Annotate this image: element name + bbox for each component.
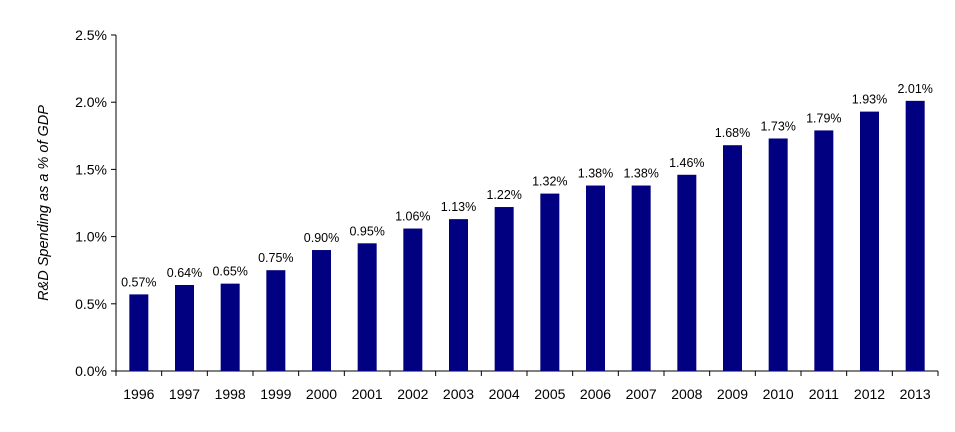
bar-value-label: 1.38% [578, 167, 613, 181]
x-tick-label: 2000 [306, 386, 337, 402]
bar [312, 250, 331, 371]
bar-value-label: 0.75% [258, 251, 293, 265]
bar-value-label: 1.79% [806, 111, 841, 125]
data-labels: 0.57% 0.64% 0.65% 0.75% 0.90% 0.95% 1.06% 1.13%… [121, 82, 933, 290]
bar [220, 283, 240, 371]
x-tick-label: 2002 [397, 386, 428, 402]
bar-value-label: 1.38% [623, 167, 658, 181]
y-tick-label: 1.5% [75, 161, 107, 177]
y-tick-label: 1.0% [75, 229, 107, 245]
y-axis-title: R&D Spending as a % of GDP [36, 105, 52, 301]
x-tick-label: 1997 [169, 386, 200, 402]
bar [723, 145, 742, 371]
bar [449, 219, 468, 371]
x-tick-label: 2008 [671, 386, 702, 402]
bar [677, 174, 697, 371]
x-tick-label: 2004 [489, 386, 520, 402]
bar-value-label: 0.65% [212, 265, 247, 279]
bar-value-label: 0.57% [121, 275, 156, 289]
bar-value-label: 1.22% [486, 188, 521, 202]
bar-value-label: 2.01% [897, 82, 932, 96]
bar [631, 185, 651, 371]
bar-value-label: 0.64% [167, 266, 202, 280]
bar [540, 193, 560, 371]
axes: 0.0% 0.5% 1.0% 1.5% 2.0% 2.5% 1996 1997 1998 1999… [75, 27, 939, 402]
x-tick-label: 2005 [534, 386, 565, 402]
x-tick-label: 1996 [123, 386, 154, 402]
bar [129, 294, 149, 371]
x-tick-label: 2010 [763, 386, 794, 402]
x-tick-label: 2009 [717, 386, 748, 402]
x-tick-label: 2006 [580, 386, 611, 402]
bar-value-label: 1.93% [852, 93, 887, 107]
bar [905, 100, 925, 371]
bar-value-label: 1.46% [669, 156, 704, 170]
bar-value-label: 1.06% [395, 210, 430, 224]
bar [768, 138, 788, 371]
bar-value-label: 1.13% [441, 200, 476, 214]
bar-value-label: 1.73% [760, 119, 795, 133]
bar [494, 207, 514, 371]
bar-value-label: 0.95% [349, 224, 384, 238]
y-tick-label: 2.0% [75, 94, 107, 110]
bar [860, 111, 879, 371]
bar-value-label: 0.90% [304, 231, 339, 245]
x-tick-label: 1998 [215, 386, 246, 402]
x-tick-label: 2001 [352, 386, 383, 402]
bar [814, 130, 834, 371]
bar [586, 185, 605, 371]
y-tick-label: 0.5% [75, 296, 107, 312]
x-tick-label: 2012 [854, 386, 885, 402]
y-tick-label: 0.0% [75, 363, 107, 379]
bar-value-label: 1.68% [715, 126, 750, 140]
bar [357, 243, 377, 371]
y-tick-label: 2.5% [75, 27, 107, 43]
bar-value-label: 1.32% [532, 175, 567, 189]
x-tick-label: 2011 [809, 386, 839, 402]
bar [403, 228, 423, 371]
x-tick-label: 2013 [900, 386, 931, 402]
bar [175, 284, 194, 371]
x-tick-label: 1999 [260, 386, 291, 402]
bars [129, 100, 925, 371]
bar [266, 270, 286, 371]
x-tick-label: 2003 [443, 386, 474, 402]
x-tick-label: 2007 [626, 386, 657, 402]
